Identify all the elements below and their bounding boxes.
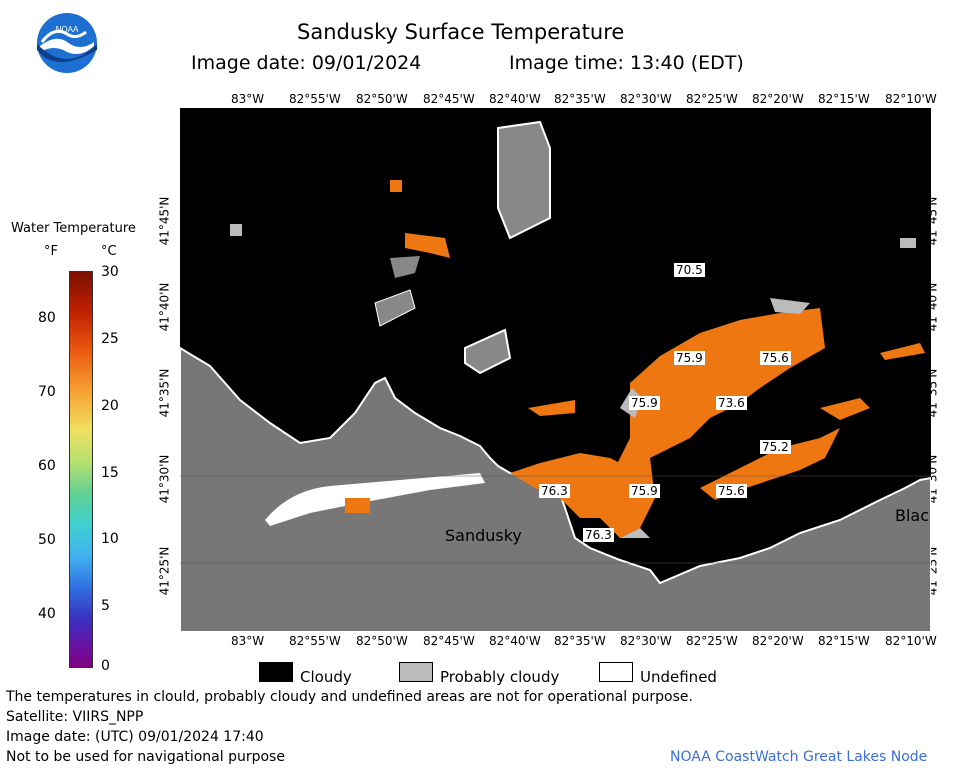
- temperature-label: 75.2: [760, 440, 791, 454]
- lon-tick-top: 83°W: [231, 92, 265, 106]
- legend-label-probably-cloudy: Probably cloudy: [440, 668, 560, 686]
- lon-tick-bottom: 82°10'W: [885, 634, 937, 648]
- legend-label-cloudy: Cloudy: [300, 668, 352, 686]
- place-label-sandusky: Sandusky: [445, 526, 522, 545]
- lat-tick-left: 41°35'N: [157, 368, 172, 418]
- colorbar-f-tick: 50: [38, 532, 56, 548]
- lon-tick-bottom: 82°25'W: [686, 634, 738, 648]
- footer-nav-warning: Not to be used for navigational purpose: [6, 749, 285, 765]
- legend-swatch-undefined: [599, 662, 633, 682]
- colorbar-c-tick: 15: [101, 465, 119, 481]
- lon-tick-top: 82°30'W: [620, 92, 672, 106]
- lon-tick-bottom: 82°15'W: [818, 634, 870, 648]
- lon-tick-top: 82°20'W: [752, 92, 804, 106]
- temperature-label: 75.9: [674, 351, 705, 365]
- colorbar: [69, 271, 93, 668]
- lon-tick-bottom: 82°30'W: [620, 634, 672, 648]
- legend-swatch-cloudy: [259, 662, 293, 682]
- lat-tick-left: 41°40'N: [157, 282, 172, 332]
- footer-utc-date: Image date: (UTC) 09/01/2024 17:40: [6, 729, 264, 745]
- lon-tick-top: 82°45'W: [423, 92, 475, 106]
- colorbar-f-tick: 70: [38, 384, 56, 400]
- noaa-logo-icon: NOAA: [37, 13, 97, 73]
- temperature-label: 76.3: [539, 484, 570, 498]
- lon-tick-bottom: 82°40'W: [489, 634, 541, 648]
- temperature-label: 75.9: [629, 484, 660, 498]
- place-label-blac: Blac: [895, 506, 930, 525]
- temperature-label: 70.5: [674, 263, 705, 277]
- temperature-label: 75.6: [716, 484, 747, 498]
- colorbar-c-tick: 25: [101, 331, 119, 347]
- lon-tick-bottom: 82°55'W: [289, 634, 341, 648]
- warm-water-area: [600, 308, 825, 538]
- lon-tick-bottom: 82°20'W: [752, 634, 804, 648]
- legend-swatch-probably-cloudy: [399, 662, 433, 682]
- temperature-label: 73.6: [716, 396, 747, 410]
- colorbar-c-tick: 10: [101, 531, 119, 547]
- colorbar-c-tick: 5: [101, 598, 110, 614]
- lon-tick-top: 82°25'W: [686, 92, 738, 106]
- colorbar-f-tick: 60: [38, 458, 56, 474]
- page-title: Sandusky Surface Temperature: [297, 20, 625, 44]
- image-time: Image time: 13:40 (EDT): [509, 52, 744, 74]
- lon-tick-bottom: 82°45'W: [423, 634, 475, 648]
- temperature-label: 75.6: [760, 351, 791, 365]
- footer-disclaimer: The temperatures in clould, probably clo…: [6, 689, 693, 705]
- footer-satellite: Satellite: VIIRS_NPP: [6, 709, 144, 725]
- colorbar-c-tick: 0: [101, 658, 110, 674]
- lon-tick-top: 82°10'W: [885, 92, 937, 106]
- lon-tick-top: 82°35'W: [554, 92, 606, 106]
- colorbar-c-tick: 30: [101, 264, 119, 280]
- temperature-label: 75.9: [629, 396, 660, 410]
- lat-tick-left: 41°45'N: [157, 196, 172, 246]
- lat-tick-left: 41°25'N: [157, 546, 172, 596]
- colorbar-f-tick: 80: [38, 310, 56, 326]
- footer-source: NOAA CoastWatch Great Lakes Node: [670, 749, 928, 765]
- image-date: Image date: 09/01/2024: [191, 52, 422, 74]
- lon-tick-bottom: 82°35'W: [554, 634, 606, 648]
- lon-tick-bottom: 83°W: [231, 634, 265, 648]
- lat-tick-left: 41°30'N: [157, 454, 172, 504]
- lon-tick-top: 82°55'W: [289, 92, 341, 106]
- logo-text: NOAA: [56, 25, 79, 34]
- temperature-label: 76.3: [583, 528, 614, 542]
- colorbar-f-tick: 40: [38, 606, 56, 622]
- colorbar-unit-c: °C: [101, 244, 117, 259]
- lon-tick-bottom: 82°50'W: [356, 634, 408, 648]
- colorbar-c-tick: 20: [101, 398, 119, 414]
- lon-tick-top: 82°40'W: [489, 92, 541, 106]
- temperature-map: [180, 108, 931, 632]
- colorbar-title: Water Temperature: [11, 221, 136, 236]
- lon-tick-top: 82°50'W: [356, 92, 408, 106]
- legend-label-undefined: Undefined: [640, 668, 717, 686]
- lon-tick-top: 82°15'W: [818, 92, 870, 106]
- colorbar-unit-f: °F: [44, 244, 58, 259]
